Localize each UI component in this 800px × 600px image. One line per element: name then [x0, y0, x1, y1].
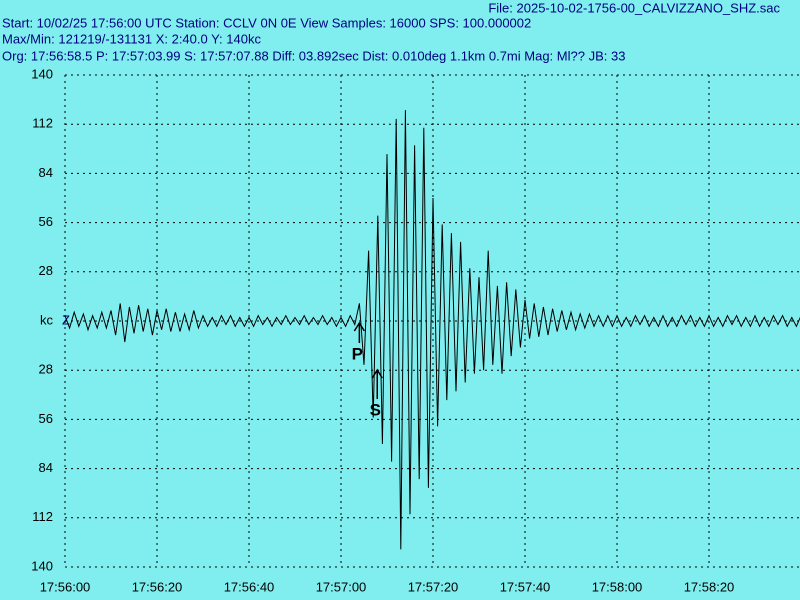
file-name: File: 2025-10-02-1756-00_CALVIZZANO_SHZ.… [488, 0, 780, 15]
x-tick-label: 17:56:40 [224, 579, 275, 594]
y-tick-label: 140 [31, 66, 53, 81]
phase-label: S [370, 400, 381, 419]
x-tick-label: 17:57:40 [500, 579, 551, 594]
x-tick-label: 17:57:20 [408, 579, 459, 594]
y-tick-label: 28 [39, 263, 53, 278]
x-tick-label: 17:58:20 [684, 579, 735, 594]
waveform [64, 110, 800, 550]
y-tick-label: 84 [39, 165, 53, 180]
x-tick-label: 17:58:00 [592, 579, 643, 594]
phase-marker [353, 321, 365, 343]
info-line: Start: 10/02/25 17:56:00 UTC Station: CC… [2, 15, 531, 30]
y-tick-label: 112 [32, 116, 53, 131]
phase-label: P [352, 344, 363, 363]
y-tick-label: 84 [39, 460, 53, 475]
info-line: Org: 17:56:58.5 P: 17:57:03.99 S: 17:57:… [2, 48, 625, 63]
y-tick-label: kc [40, 312, 54, 327]
y-tick-label: 112 [32, 509, 53, 524]
y-tick-label: 56 [39, 411, 53, 426]
y-tick-label: 140 [31, 558, 53, 573]
info-line: Max/Min: 121219/-131131 X: 2:40.0 Y: 140… [2, 31, 261, 46]
x-tick-label: 17:56:00 [40, 579, 91, 594]
phase-marker [371, 368, 383, 399]
y-tick-label: 56 [39, 214, 53, 229]
x-tick-label: 17:57:00 [316, 579, 367, 594]
x-tick-label: 17:56:20 [132, 579, 183, 594]
y-tick-label: 28 [39, 362, 53, 377]
channel-label: Z [62, 312, 70, 327]
